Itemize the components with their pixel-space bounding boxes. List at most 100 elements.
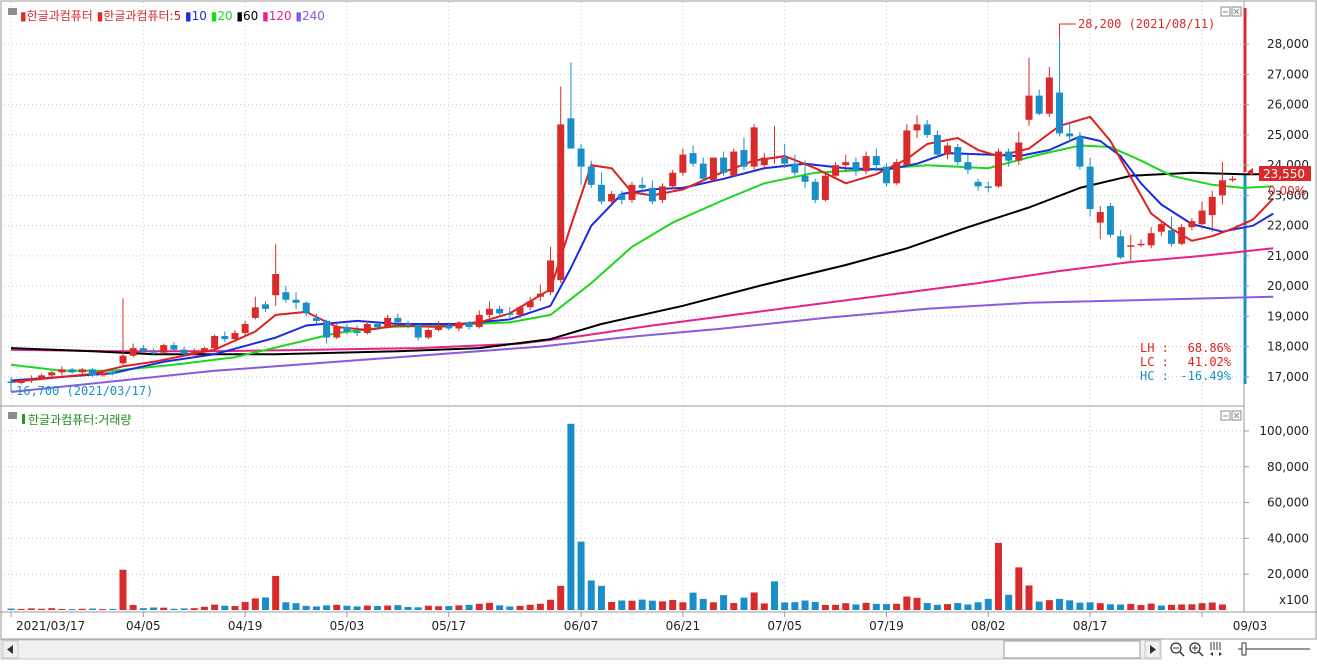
volume-bar [1117,604,1125,610]
price-pane-buttons[interactable] [1220,6,1242,17]
volume-bar [506,606,514,610]
volume-bar [312,606,320,610]
candle [221,331,229,343]
bars-count-icon[interactable] [1210,642,1222,656]
low-marker: 16,700 (2021/03/17) [10,384,153,398]
zoom-in-icon[interactable] [1189,642,1204,657]
volume-bar [323,605,331,610]
svg-text:한글과컴퓨터:거래량: 한글과컴퓨터:거래량 [28,413,131,427]
candle [791,154,799,176]
candle [68,367,76,374]
volume-bar [119,569,127,610]
candle [119,298,127,365]
candle-body [994,151,1002,187]
y-tick-label: 23,000 [1267,188,1309,202]
volume-bar [791,602,799,610]
volume-bar [1137,604,1145,610]
legend-ma-20: ▮20 [207,9,233,23]
candle-body [302,302,310,314]
candle [1045,66,1053,117]
candle-body [852,162,860,172]
candle-body [781,157,789,164]
candle [312,313,320,324]
volume-bar [1086,602,1094,610]
zoom-controls[interactable] [1170,642,1310,657]
volume-bar [129,604,137,610]
candle-body [7,381,15,383]
legend-ma-120: ▮120 [258,9,291,23]
chart-frame [0,0,1317,640]
legend-ma-prefix: 한글과컴퓨터: [103,9,173,23]
volume-bar [771,581,778,610]
volume-bar [862,602,870,610]
candle [150,348,158,356]
volume-bar [1188,604,1196,610]
volume-bar [394,605,402,610]
candle [1106,202,1114,238]
volume-bar [353,606,361,610]
volume-bar [1015,567,1023,610]
candle-body [1117,236,1125,258]
volume-pane-buttons[interactable] [1220,410,1242,421]
candle [343,323,351,335]
zoom-slider-thumb[interactable] [1241,642,1247,656]
candle-body [1066,133,1074,137]
candle [781,144,789,169]
volume-bar [1127,603,1135,610]
candle-body [679,154,687,173]
volume-bar [638,599,646,610]
volume-bar [587,580,595,610]
volume-bar [1178,604,1186,610]
candle [1076,131,1084,170]
unit-label: x100 [1279,593,1309,607]
candle [893,159,901,185]
volume-bar [1106,604,1114,610]
volume-bar [1198,603,1206,610]
price-legend: ▮한글과컴퓨터 ▮한글과컴퓨터:5 ▮10 ▮20 ▮60 ▮120 ▮240 [8,8,325,23]
candle [699,157,707,181]
high-marker: 28,200 (2021/08/11) [1059,17,1215,39]
volume-bar [272,575,280,610]
candle-body [648,187,656,202]
volume-bar [1168,604,1176,610]
candle-body [689,153,697,164]
candle [373,322,381,330]
candle-body [323,320,331,338]
range-stats: LH : 68.86% LC : 41.02% HC : -16.49% [1140,341,1232,383]
volume-bar [903,596,911,610]
horizontal-scrollbar[interactable] [0,639,1162,660]
volume-bar [262,597,269,610]
candle-body [801,175,809,182]
candle-body [353,331,361,334]
candle-body [659,186,667,200]
candle-body [1076,136,1084,167]
pane-menu-icon[interactable] [8,8,17,15]
candle [1086,157,1094,217]
volume-bar [801,600,809,610]
volume-legend: 한글과컴퓨터:거래량 [8,412,131,427]
candle-body [58,369,66,373]
volume-bar [435,606,443,610]
volume-bar [1056,598,1064,610]
pane-menu-icon[interactable] [8,412,17,419]
candle [903,124,911,167]
zoom-out-icon[interactable] [1170,642,1185,657]
legend-marker: ▮ [20,9,27,23]
candle-body [251,307,259,318]
candle-body [821,175,829,200]
candle-body [862,156,870,172]
candle-body [1198,210,1206,225]
candle [1096,206,1104,240]
zoom-slider[interactable] [1238,642,1310,656]
volume-bar [1066,600,1074,610]
arrow-right-icon [1150,645,1156,654]
candle-body [404,323,412,326]
candle-body [1015,142,1023,161]
candle [994,148,1002,188]
candle-body [933,134,941,155]
x-tick-label: 08/02 [971,619,1006,633]
candle [557,86,565,284]
volume-bar [445,606,453,610]
scroll-thumb[interactable] [1003,640,1141,659]
